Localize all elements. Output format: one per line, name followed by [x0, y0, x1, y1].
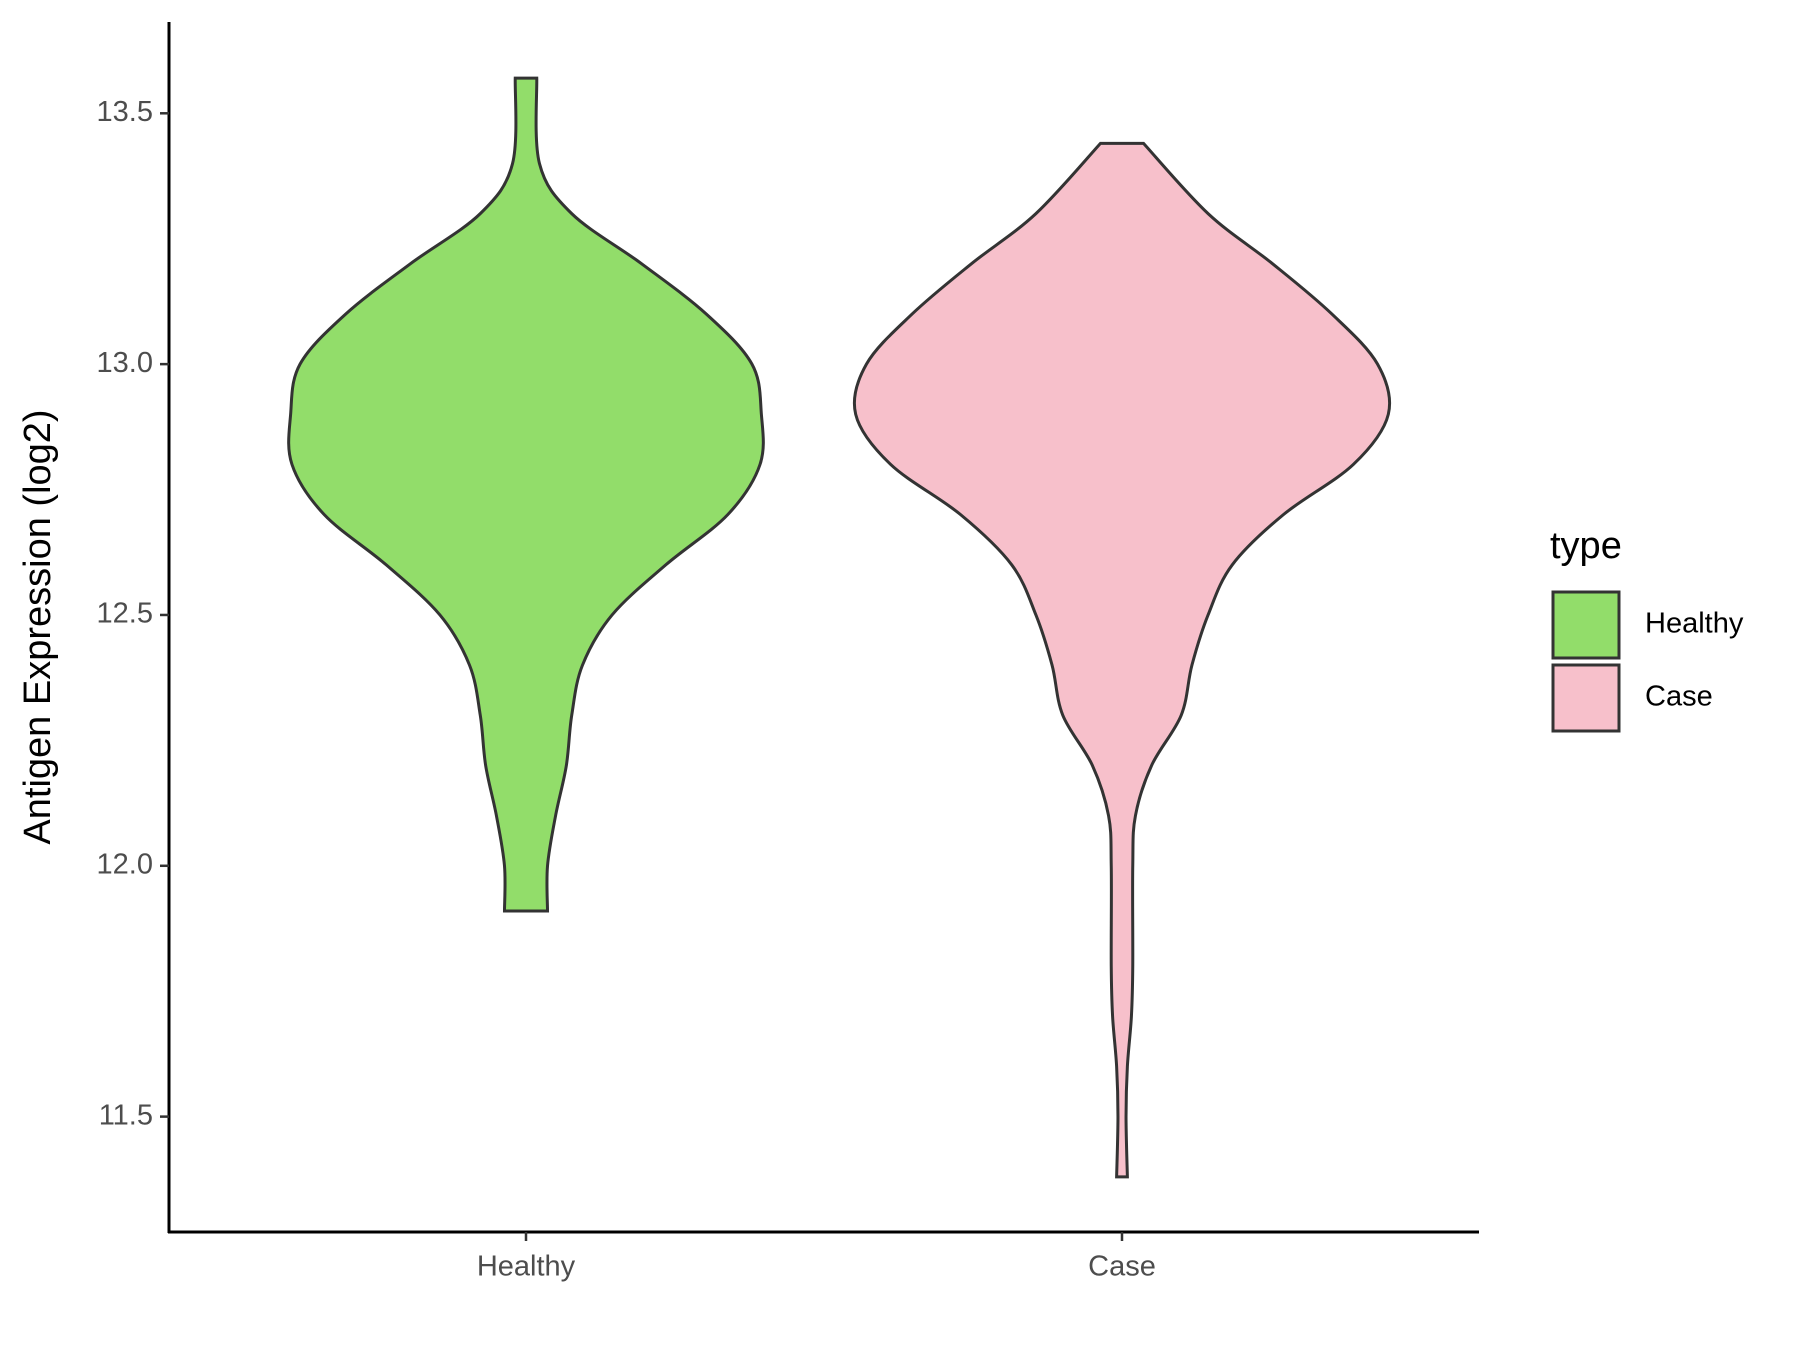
- y-tick-label: 11.5: [99, 1099, 153, 1131]
- legend-label: Healthy: [1645, 608, 1744, 640]
- legend-label: Case: [1645, 681, 1713, 713]
- legend-title: type: [1550, 525, 1622, 567]
- x-tick-label: Healthy: [477, 1251, 576, 1283]
- legend-swatch: [1551, 590, 1621, 660]
- y-tick-label: 13.5: [97, 96, 153, 128]
- y-tick-label: 13.0: [97, 347, 153, 379]
- y-tick-label: 12.5: [97, 598, 153, 630]
- y-tick-label: 12.0: [97, 848, 153, 880]
- legend-swatch: [1551, 663, 1621, 733]
- violin: [287, 76, 765, 913]
- x-tick-label: Case: [1088, 1251, 1156, 1283]
- violin: [852, 141, 1392, 1179]
- y-axis-title: Antigen Expression (log2): [17, 409, 59, 844]
